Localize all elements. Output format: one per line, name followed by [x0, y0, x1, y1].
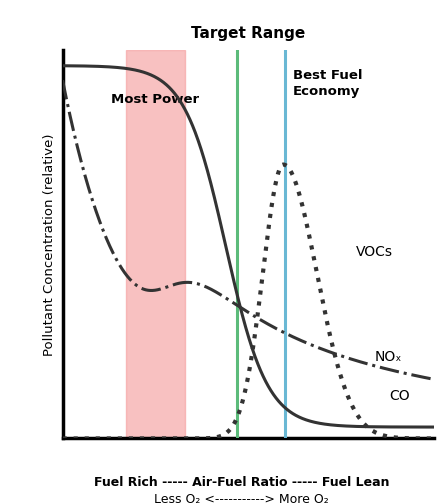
Text: CO: CO — [389, 389, 410, 403]
Text: Most Power: Most Power — [111, 93, 199, 106]
Text: Best Fuel
Economy: Best Fuel Economy — [293, 70, 362, 98]
Text: Target Range: Target Range — [191, 26, 305, 41]
Y-axis label: Pollutant Concentration (relative): Pollutant Concentration (relative) — [42, 133, 55, 356]
Text: VOCs: VOCs — [356, 245, 392, 259]
Text: NOₓ: NOₓ — [374, 350, 401, 364]
Text: Less O₂ <-----------> More O₂: Less O₂ <-----------> More O₂ — [154, 493, 329, 504]
Bar — [126, 50, 185, 438]
Text: Fuel Rich ----- Air-Fuel Ratio ----- Fuel Lean: Fuel Rich ----- Air-Fuel Ratio ----- Fue… — [93, 476, 389, 489]
